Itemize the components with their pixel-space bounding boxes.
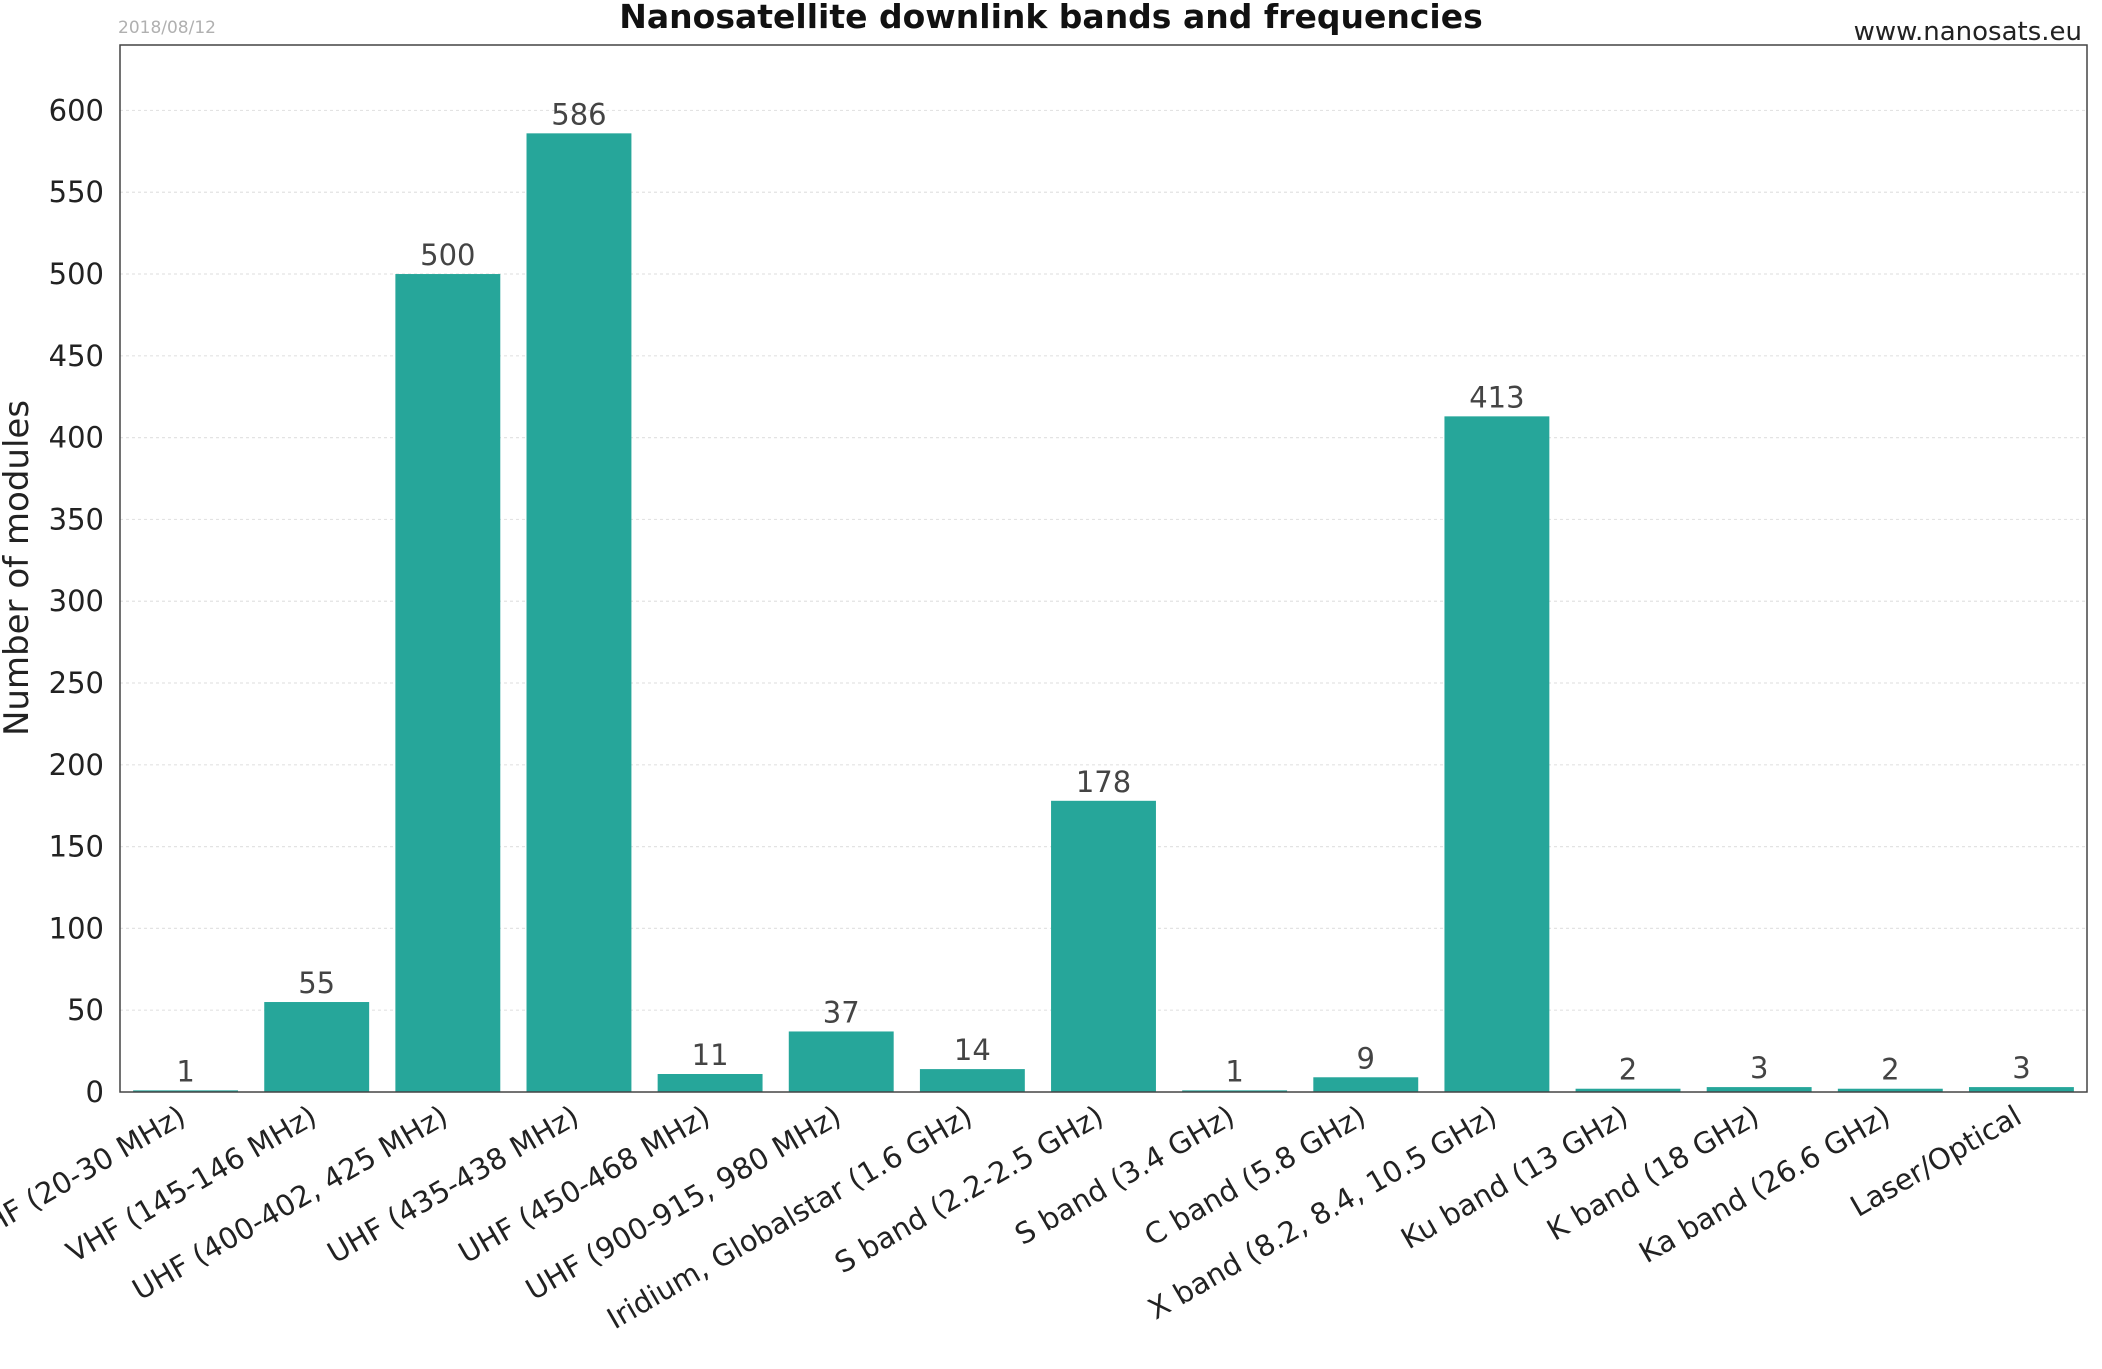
y-tick-label: 100 <box>49 911 104 945</box>
chart-title: Nanosatellite downlink bands and frequen… <box>619 0 1482 36</box>
bar <box>1051 800 1156 1092</box>
bar <box>919 1069 1025 1092</box>
bar <box>395 274 501 1092</box>
bar <box>1706 1087 1812 1092</box>
y-tick-label: 150 <box>49 830 104 864</box>
bar <box>1837 1088 1943 1092</box>
bar <box>788 1031 894 1092</box>
bar-value-label: 55 <box>298 966 335 1000</box>
bar <box>1968 1087 2074 1092</box>
x-tick-label: UHF (435-438 MHz) <box>322 1099 585 1270</box>
x-tick-label: Ka band (26.6 GHz) <box>1633 1099 1896 1270</box>
y-tick-label: 400 <box>49 421 104 455</box>
x-tick-label: K band (18 GHz) <box>1541 1099 1765 1248</box>
bar-value-label: 11 <box>692 1038 729 1072</box>
y-axis-label: Number of modules <box>0 400 37 736</box>
bar-value-label: 500 <box>420 238 475 272</box>
y-tick-label: 50 <box>67 993 104 1027</box>
y-tick-label: 500 <box>49 257 104 291</box>
bar <box>657 1074 763 1092</box>
bar <box>133 1090 239 1092</box>
bar <box>1182 1090 1288 1092</box>
bar-value-label: 1 <box>1225 1054 1243 1088</box>
x-tick-label: Ku band (13 GHz) <box>1395 1099 1633 1256</box>
y-tick-label: 550 <box>49 175 104 209</box>
credit-link: www.nanosats.eu <box>1854 17 2082 47</box>
bar <box>264 1002 370 1092</box>
x-axis-ticks: HF (20-30 MHz)VHF (145-146 MHz)UHF (400-… <box>0 1099 2027 1336</box>
bar-value-label: 14 <box>954 1033 991 1067</box>
bar-value-label: 2 <box>1619 1053 1637 1087</box>
bar-value-label: 3 <box>2012 1051 2030 1085</box>
gridlines <box>120 109 2087 1011</box>
x-tick-label: S band (3.4 GHz) <box>1009 1099 1240 1252</box>
bar-value-label: 1 <box>176 1054 194 1088</box>
bar-value-label: 586 <box>551 97 606 131</box>
bar-value-labels: 1 55 500 586 11 37 14 178 1 9 413 2 3 2 3 <box>176 97 2030 1088</box>
date-stamp: 2018/08/12 <box>118 18 216 38</box>
bar-value-label: 178 <box>1076 765 1131 799</box>
bar-value-label: 3 <box>1750 1051 1768 1085</box>
y-tick-label: 450 <box>49 339 104 373</box>
y-tick-label: 250 <box>49 666 104 700</box>
y-tick-label: 350 <box>49 502 104 536</box>
y-axis-ticks: 0 50 100 150 200 250 300 350 400 450 500 550 600 <box>49 93 104 1109</box>
bar <box>526 133 632 1092</box>
y-tick-label: 200 <box>49 748 104 782</box>
bar <box>1575 1088 1681 1092</box>
y-tick-label: 0 <box>86 1075 104 1109</box>
y-tick-label: 600 <box>49 93 104 127</box>
bar-value-label: 2 <box>1881 1053 1899 1087</box>
x-tick-label: C band (5.8 GHz) <box>1139 1099 1372 1253</box>
bar-value-label: 413 <box>1469 380 1524 414</box>
y-tick-label: 300 <box>49 584 104 618</box>
bar <box>1444 416 1550 1093</box>
plot-frame <box>119 44 2088 1093</box>
bar <box>1313 1077 1419 1092</box>
bars <box>133 133 2074 1093</box>
bar-value-label: 37 <box>823 995 860 1029</box>
bar-value-label: 9 <box>1357 1041 1375 1075</box>
